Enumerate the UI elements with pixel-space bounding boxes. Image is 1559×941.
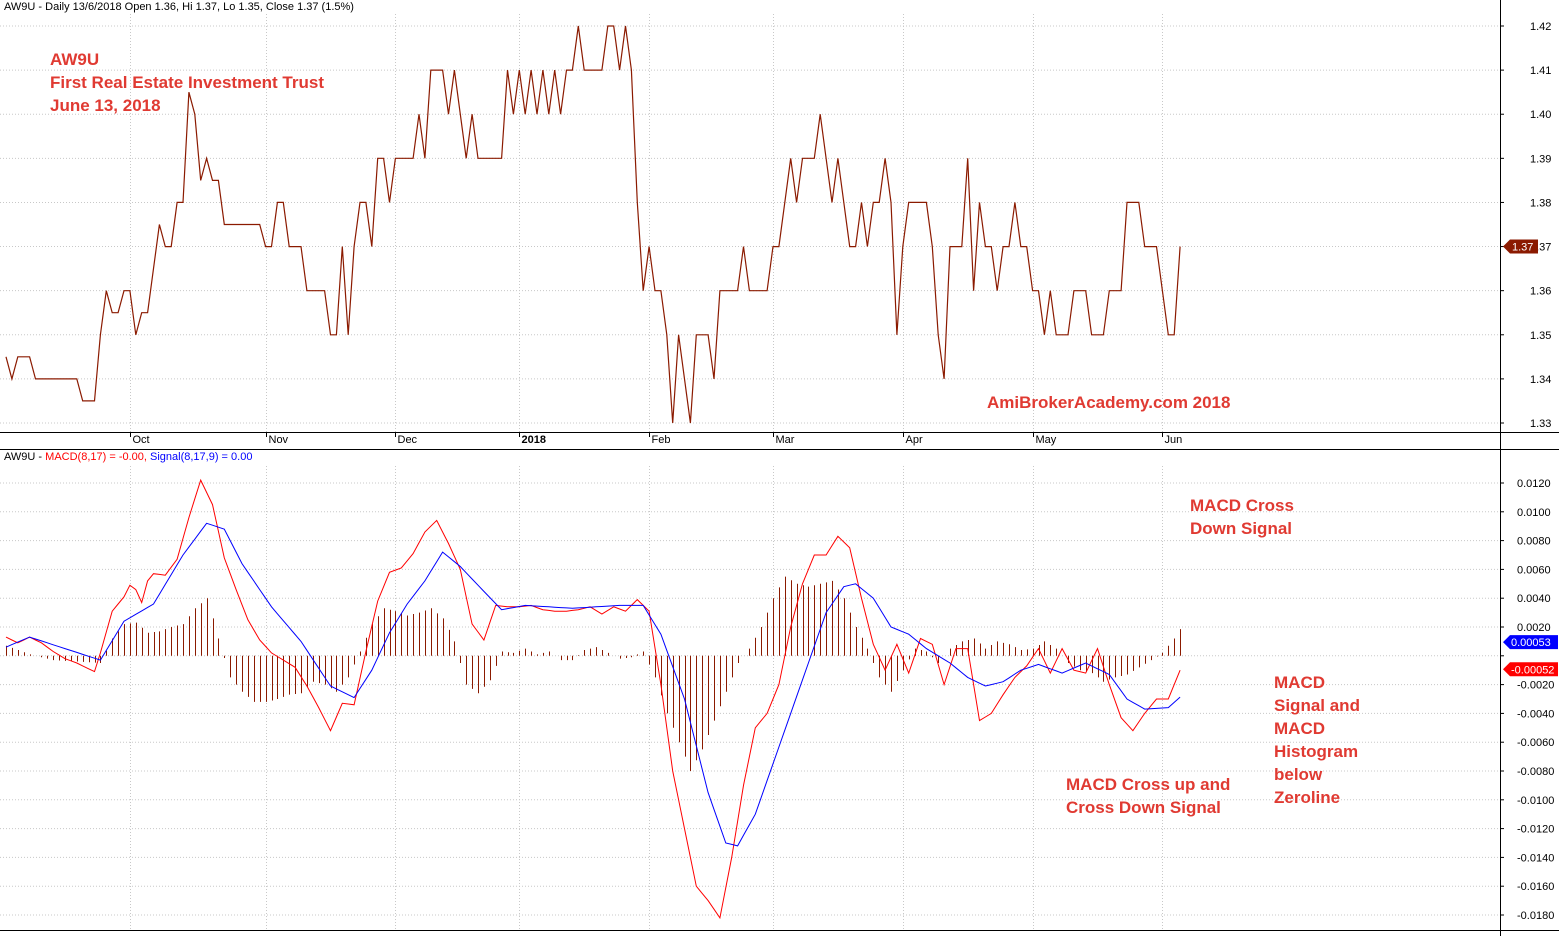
month-label: Oct xyxy=(133,434,150,446)
below-zero-line-2: Signal and xyxy=(1274,696,1360,715)
price-y-tick-label: 1.39 xyxy=(1530,153,1551,165)
month-label: 2018 xyxy=(522,434,546,446)
macd-value-marker xyxy=(1503,635,1558,650)
macd-y-tick-label: -0.0020 xyxy=(1517,680,1554,692)
macd-y-tick-label: -0.0060 xyxy=(1517,737,1554,749)
month-label: Dec xyxy=(398,434,418,446)
title-annotation: AW9U First Real Estate Investment Trust … xyxy=(50,48,324,117)
last-price-label: 1.37 xyxy=(1512,242,1533,254)
below-zero-line-3: MACD xyxy=(1274,719,1325,738)
macd-y-tick-label: 0.0080 xyxy=(1517,536,1551,548)
macd-value-marker xyxy=(1503,662,1558,677)
macd-y-tick-label: 0.0040 xyxy=(1517,593,1551,605)
cross-down-line-1: MACD Cross xyxy=(1190,496,1294,515)
macd-y-tick-label: -0.0120 xyxy=(1517,824,1554,836)
macd-header-prefix: AW9U - xyxy=(4,451,46,463)
macd-y-tick-label: -0.0140 xyxy=(1517,852,1554,864)
month-label: Mar xyxy=(776,434,795,446)
cross-up-down-annotation: MACD Cross up and Cross Down Signal xyxy=(1066,773,1230,819)
macd-header-macd: MACD(8,17) = -0.00, xyxy=(45,451,147,463)
price-y-tick-label: 1.41 xyxy=(1530,65,1551,77)
macd-y-tick-label: -0.0100 xyxy=(1517,795,1554,807)
title-line-name: First Real Estate Investment Trust xyxy=(50,73,324,92)
macd-y-tick-label: -0.0040 xyxy=(1517,708,1554,720)
macd-y-tick-label: 0.0060 xyxy=(1517,564,1551,576)
macd-y-tick-label: -0.0080 xyxy=(1517,766,1554,778)
price-y-tick-label: 1.36 xyxy=(1530,286,1551,298)
month-label: Apr xyxy=(906,434,923,446)
below-zero-annotation: MACD Signal and MACD Histogram below Zer… xyxy=(1274,671,1360,809)
macd-line xyxy=(5,478,1181,920)
below-zero-line-5: below xyxy=(1274,765,1323,784)
price-y-tick-label: 1.35 xyxy=(1530,330,1551,342)
macd-chart-header: AW9U - MACD(8,17) = -0.00, Signal(8,17,9… xyxy=(4,451,252,463)
title-line-date: June 13, 2018 xyxy=(50,96,161,115)
title-line-ticker: AW9U xyxy=(50,50,100,69)
month-label: May xyxy=(1036,434,1057,446)
macd-value-label: -0.00052 xyxy=(1511,664,1554,676)
month-label: Feb xyxy=(652,434,671,446)
signal-line xyxy=(5,522,1181,847)
below-zero-line-6: Zeroline xyxy=(1274,788,1341,807)
price-y-tick-label: 1.42 xyxy=(1530,21,1551,33)
cross-down-annotation: MACD Cross Down Signal xyxy=(1190,494,1294,540)
below-zero-line-1: MACD xyxy=(1274,673,1325,692)
cross-up-down-line-2: Cross Down Signal xyxy=(1066,798,1221,817)
macd-y-tick-label: 0.0120 xyxy=(1517,478,1551,490)
price-y-tick-label: 1.34 xyxy=(1530,374,1551,386)
price-y-tick-label: 1.38 xyxy=(1530,197,1551,209)
cross-down-line-2: Down Signal xyxy=(1190,519,1292,538)
macd-y-tick-label: -0.0180 xyxy=(1517,910,1554,922)
price-y-tick-label: 1.40 xyxy=(1530,109,1551,121)
price-series-line xyxy=(5,25,1181,424)
price-y-tick-label: 1.33 xyxy=(1530,418,1551,430)
macd-value-label: 0.00053 xyxy=(1511,637,1551,649)
month-label: Nov xyxy=(269,434,289,446)
month-label: Jun xyxy=(1165,434,1183,446)
cross-up-down-line-1: MACD Cross up and xyxy=(1066,775,1231,794)
macd-header-signal: Signal(8,17,9) = 0.00 xyxy=(150,451,253,463)
watermark: AmiBrokerAcademy.com 2018 xyxy=(987,393,1231,412)
last-price-marker xyxy=(1503,239,1538,254)
macd-y-tick-label: 0.0100 xyxy=(1517,507,1551,519)
macd-y-tick-label: -0.0160 xyxy=(1517,881,1554,893)
macd-y-tick-label: 0.0020 xyxy=(1517,622,1551,634)
below-zero-line-4: Histogram xyxy=(1274,742,1359,761)
price-chart-header: AW9U - Daily 13/6/2018 Open 1.36, Hi 1.3… xyxy=(4,1,354,13)
